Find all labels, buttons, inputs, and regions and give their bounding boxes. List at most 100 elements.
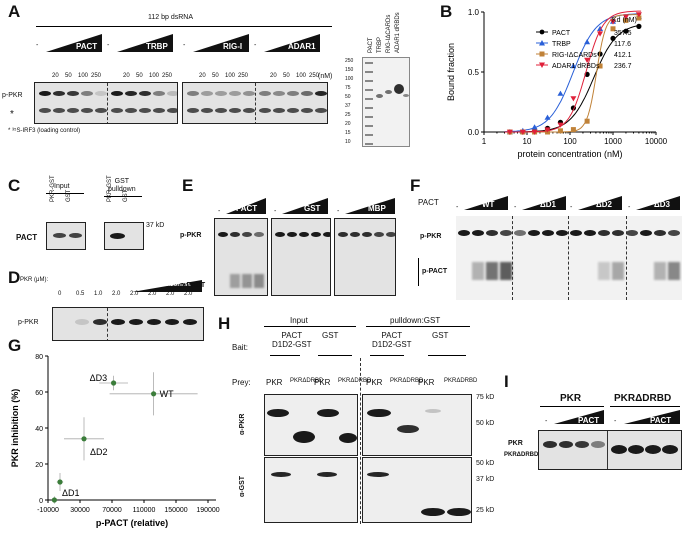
band [317,472,337,477]
panel-label-e: E [182,176,194,195]
band [315,91,327,96]
h-prey-lane: PKRΔDRBD [390,378,424,384]
legend-kd: 357.5 [614,30,632,37]
concentration-label: 100 [225,73,236,79]
c-blot-2 [104,222,144,250]
gel-lane-label: TRBP [377,36,383,53]
band [598,230,610,236]
band [311,232,321,237]
divider [626,216,627,300]
data-point [597,25,604,31]
band [153,108,165,113]
pkr-conc-value: 2.0 [166,291,175,297]
divider [360,358,361,524]
band [556,230,568,236]
gel-marker: 37 [345,103,351,109]
blot-h-input-gst [264,457,358,523]
band [301,108,313,113]
f-pact-label: p-PACT [422,268,448,275]
c-line1 [46,193,84,194]
band [645,445,661,454]
band [201,91,213,96]
f-wedge [464,196,508,210]
y-axis-label: Bound fraction [446,43,456,101]
band [110,233,125,239]
blot-a-right [182,82,328,124]
band [403,94,409,97]
c-pulldown: GST pulldown [108,178,136,193]
band [147,319,161,325]
data-point [57,479,63,485]
panel-label-g: G [8,336,22,355]
y-tick-label: 60 [35,390,43,397]
concentration-label: 50 [136,73,143,79]
unit-nm: (nM) [318,73,333,80]
band [500,230,512,236]
concentration-label: 250 [309,73,320,79]
panel-label-b: B [440,2,453,21]
pkr-conc-value: 2.0 [148,291,157,297]
band [53,108,65,113]
h-prey-lane: PKR [314,378,331,387]
legend-marker [539,62,545,68]
band [111,108,123,113]
band [386,232,395,237]
data-point [597,63,603,69]
blot-d [52,307,204,341]
smear [598,262,610,280]
band [472,230,484,236]
band [640,230,652,236]
gel-marker: 250 [345,58,354,64]
wedge-pact [46,34,102,52]
data-point [151,391,157,397]
h-marker-37: 37 kD [476,476,495,483]
dsrna-header-line [36,26,332,27]
benzonase-label: benzonase [160,282,192,288]
band [69,233,82,238]
y-tick-label: 1.0 [468,8,480,17]
h-prey-lane: PKR [366,378,383,387]
smear [242,274,252,288]
point-label: WT [160,389,174,399]
data-point [531,129,538,135]
blot-e-pact [214,218,268,296]
band [75,319,89,325]
data-point [557,90,564,96]
wedge-benzonase [132,280,202,292]
data-point [584,118,590,124]
gel-marker: 100 [345,76,354,82]
f-minus: - [456,204,459,211]
h-bait-group: GST [432,331,449,340]
point-label: ΔD2 [90,447,108,457]
band [323,232,330,237]
concentration-label: 20 [199,73,206,79]
smear [254,274,264,288]
h-row-pkr: α-PKR [239,413,246,435]
gel-marker: 50 [345,94,351,100]
band [81,91,93,96]
band [67,91,79,96]
y-tick-label: 0.5 [468,68,480,77]
smear [500,262,512,280]
h-input: Input [290,316,308,325]
concentration-label: 100 [296,73,307,79]
c-lane-1: PKR-GST [50,175,56,202]
ladder-band [365,98,373,100]
band [139,108,151,113]
legend-kd-header: Kd (nM) [612,17,637,24]
smear [486,262,498,280]
wedge-label-pact: PACT [76,42,98,51]
c-lane-4: GST [123,189,129,202]
band [125,108,137,113]
legend-kd: 412.1 [614,52,632,59]
band [654,230,666,236]
band [458,230,470,236]
smear [472,262,484,280]
h-bait-group: PACT D1D2-GST [272,331,312,349]
f-minus: - [570,204,573,211]
pkr-conc-value: 1.0 [94,291,103,297]
band [229,108,241,113]
e-minus-3: - [337,208,340,215]
i-head-pkrdrbd: PKRΔDRBD [614,393,672,404]
band [376,94,383,98]
